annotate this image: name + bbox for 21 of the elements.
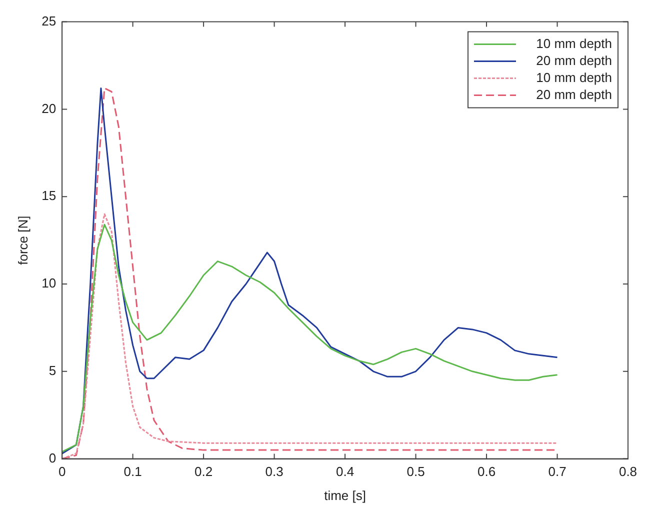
y-tick-label: 0 xyxy=(48,450,56,466)
x-tick-label: 0.4 xyxy=(336,464,354,480)
x-tick-label: 0.1 xyxy=(124,464,142,480)
y-tick-label: 10 xyxy=(42,276,56,291)
legend-label: 20 mm depth xyxy=(536,52,612,68)
y-tick-label: 15 xyxy=(42,188,56,204)
x-tick-label: 0.5 xyxy=(406,464,425,480)
y-tick-label: 5 xyxy=(48,362,56,378)
x-axis-title: time [s] xyxy=(324,488,366,503)
x-tick-label: 0.6 xyxy=(477,464,496,480)
x-tick-label: 0.2 xyxy=(194,464,213,480)
y-tick-label: 20 xyxy=(42,100,56,116)
legend-label: 10 mm depth xyxy=(536,36,612,51)
y-tick-label: 25 xyxy=(42,13,56,28)
x-tick-label: 0.3 xyxy=(265,464,284,480)
x-tick-label: 0.7 xyxy=(548,464,566,480)
x-tick-label: 0 xyxy=(58,464,66,480)
legend-label: 20 mm depth xyxy=(536,86,612,102)
legend-label: 10 mm depth xyxy=(536,70,612,85)
y-axis-title: force [N] xyxy=(15,216,30,265)
x-tick-label: 0.8 xyxy=(618,464,638,480)
